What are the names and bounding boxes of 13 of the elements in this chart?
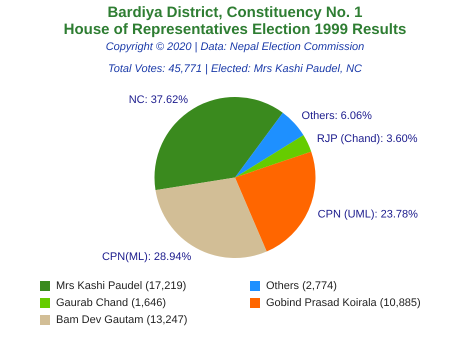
data-label: CPN(ML): 28.94%	[102, 250, 192, 263]
text: Total Votes: 45,771 | Elected: Mrs Kashi Paudel, NC	[107, 63, 363, 75]
text: Copyright © 2020 | Data: Nepal Election Commission	[104, 41, 366, 53]
data-label: CPN (UML): 23.78%	[318, 208, 418, 220]
data-label: Others: 6.06%	[302, 110, 372, 122]
legend-label: Bam Dev Gautam (13,247)	[56, 314, 188, 326]
chart-title: Bardiya District, Constituency No. 1 House of Representatives Election 1999 Results	[62, 4, 408, 38]
legend-label: Gaurab Chand (1,646)	[56, 297, 166, 309]
legend-label: Gobind Prasad Koirala (10,885)	[266, 297, 421, 309]
legend-label: Mrs Kashi Paudel (17,219)	[56, 280, 186, 292]
data-label: RJP (Chand): 3.60%	[316, 132, 418, 145]
legend-label: Others (2,774)	[266, 280, 337, 292]
data-label: NC: 37.62%	[128, 94, 188, 106]
